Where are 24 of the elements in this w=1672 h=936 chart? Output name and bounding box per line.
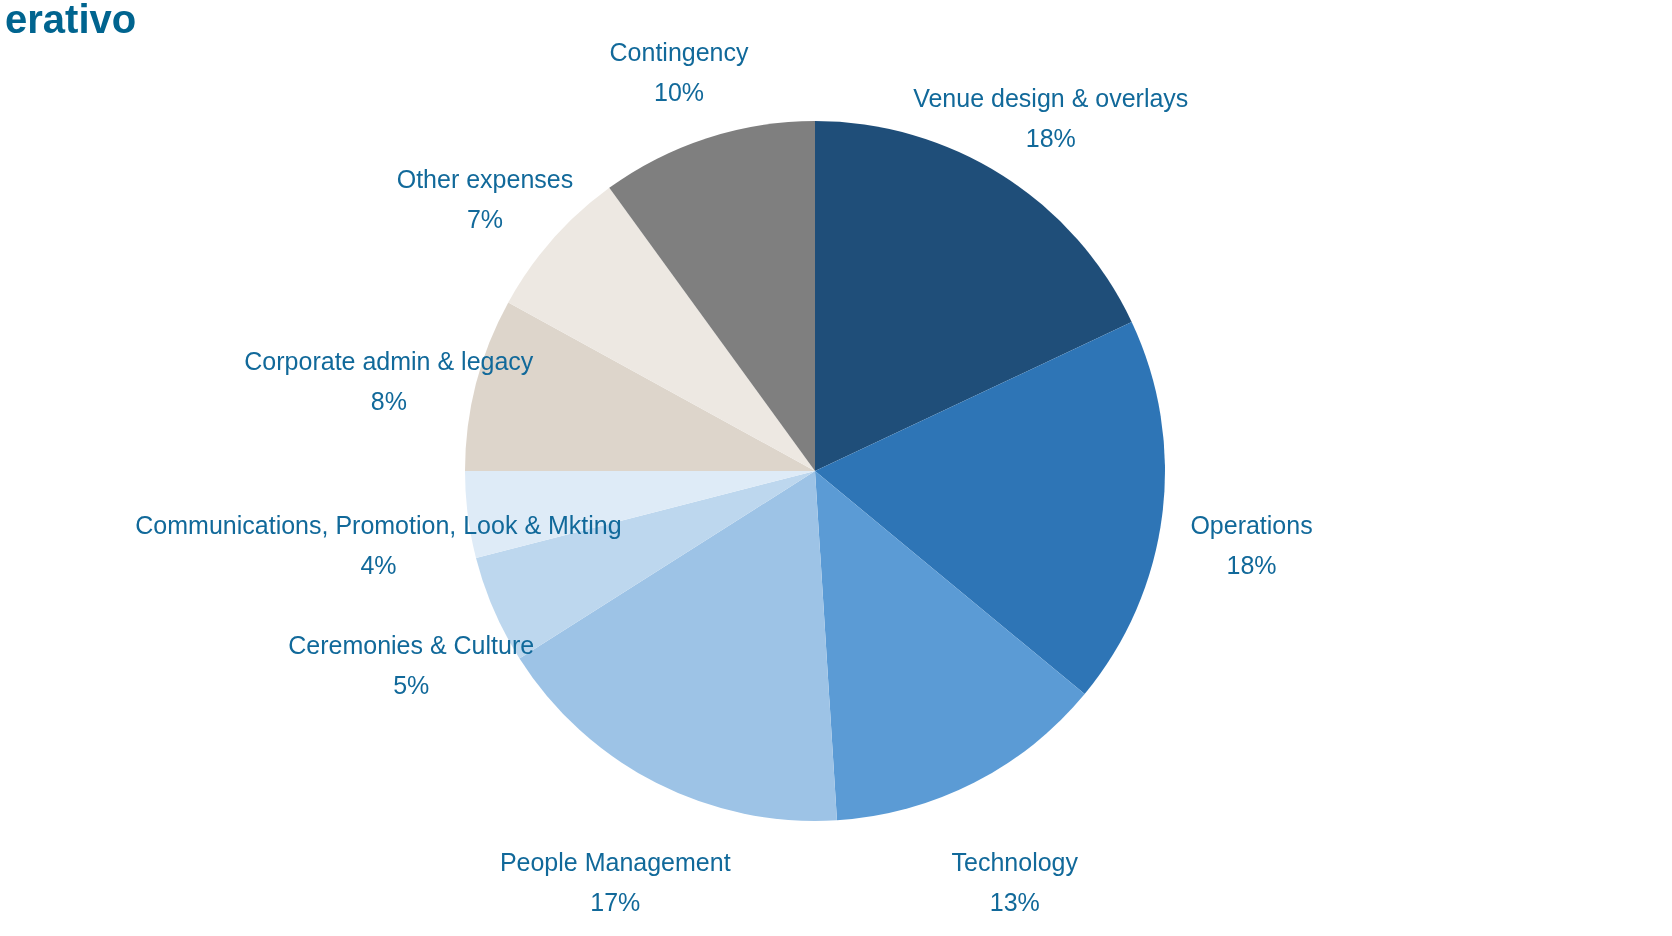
data-label: 18% bbox=[1226, 551, 1277, 580]
slice-label: Other expenses bbox=[396, 165, 574, 194]
data-label: 18% bbox=[1025, 124, 1076, 153]
data-label: 10% bbox=[654, 77, 705, 106]
slice-label: Operations bbox=[1190, 511, 1313, 540]
data-label: 7% bbox=[466, 205, 504, 234]
slice-label: Ceremonies & Culture bbox=[288, 630, 535, 659]
data-label: 17% bbox=[590, 888, 641, 917]
pie-slice bbox=[465, 471, 815, 559]
data-label: 4% bbox=[360, 551, 397, 580]
slice-label: Technology bbox=[951, 848, 1079, 877]
pie-slice bbox=[815, 321, 1165, 695]
data-label: 5% bbox=[393, 670, 430, 699]
slice-label: Communications, Promotion, Look & Mkting bbox=[135, 511, 622, 540]
data-label: 8% bbox=[370, 386, 407, 415]
slice-label: Corporate admin & legacy bbox=[244, 346, 534, 375]
pie-slice bbox=[815, 471, 1085, 821]
pie-slice bbox=[609, 121, 815, 471]
slice-label: Venue design & overlays bbox=[913, 84, 1189, 113]
data-label: 13% bbox=[989, 888, 1040, 917]
slice-label: Contingency bbox=[609, 37, 750, 66]
pie-slice bbox=[815, 121, 1132, 471]
slice-label: People Management bbox=[499, 848, 731, 877]
chart-title: erativo bbox=[5, 0, 137, 41]
